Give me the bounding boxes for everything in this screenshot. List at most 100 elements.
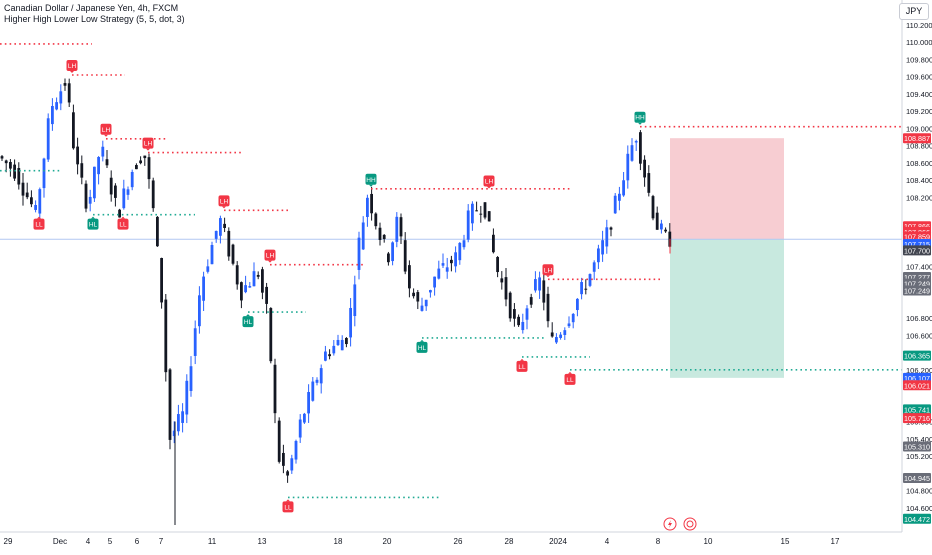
- candle-body: [630, 145, 634, 161]
- candle-body: [634, 141, 638, 143]
- price-tick-label: 104.600: [906, 504, 932, 513]
- candle: [164, 293, 168, 382]
- candle: [429, 289, 432, 298]
- pivot-label-pointer: [146, 148, 150, 151]
- candle-body: [475, 210, 478, 212]
- candle-body: [370, 193, 373, 214]
- pivot-label-box: [264, 249, 276, 261]
- candle-body: [261, 269, 264, 293]
- pivot-label-text: LH: [544, 267, 553, 274]
- candle: [391, 241, 394, 266]
- candle-body: [328, 354, 331, 357]
- event-markers-layer: [663, 517, 697, 531]
- candle: [366, 194, 369, 227]
- candle: [198, 286, 201, 334]
- candle-body: [534, 279, 537, 291]
- pivot-label-lh: LH: [483, 175, 495, 189]
- candle: [181, 403, 184, 433]
- candle-body: [80, 163, 84, 178]
- candle-body: [546, 293, 550, 322]
- candle-body: [420, 305, 424, 311]
- pivot-label-text: LH: [144, 141, 153, 148]
- candle: [651, 194, 655, 221]
- candle: [265, 282, 268, 314]
- candle: [17, 162, 21, 190]
- candle-body: [403, 240, 407, 272]
- candle: [101, 140, 105, 162]
- pivot-label-box: [242, 316, 254, 328]
- price-tag-text: 106.365: [904, 352, 930, 361]
- candle: [353, 275, 357, 327]
- candle: [370, 186, 373, 221]
- pivot-label-box: [66, 60, 78, 71]
- candle-body: [277, 420, 281, 462]
- price-tag-text: 107.866: [904, 222, 930, 231]
- currency-button[interactable]: JPY: [899, 3, 929, 20]
- time-tick-label: 18: [334, 537, 343, 546]
- candle-body: [382, 234, 386, 240]
- candle: [387, 251, 390, 266]
- candle-body: [559, 334, 562, 338]
- candle-body: [189, 366, 193, 391]
- pivot-label-pointer: [568, 371, 572, 374]
- time-tick-label: 6: [135, 537, 140, 546]
- candle-body: [332, 345, 336, 354]
- candle-body: [273, 364, 277, 414]
- candle: [655, 206, 659, 230]
- candle-body: [655, 212, 659, 230]
- candle-body: [542, 280, 546, 303]
- price-tick-label: 108.400: [906, 176, 932, 185]
- pivot-label-pointer: [268, 260, 272, 263]
- candle-body: [198, 295, 201, 327]
- candle: [282, 444, 285, 474]
- pivot-label-pointer: [121, 216, 125, 219]
- candle-body: [588, 274, 592, 286]
- price-tag-box: [903, 285, 931, 296]
- candle-body: [454, 252, 457, 267]
- candle-body: [294, 440, 298, 460]
- candle-body: [445, 267, 449, 272]
- pivot-label-box: [87, 218, 99, 230]
- price-tag-text: 107.715: [904, 240, 930, 249]
- candle-body: [298, 419, 302, 438]
- candle: [618, 186, 621, 211]
- candle: [395, 212, 399, 248]
- candle-body: [366, 197, 369, 217]
- take-profit-zone: [670, 239, 784, 378]
- pivot-label-hl: HL: [87, 216, 99, 230]
- price-tag: 105.716: [903, 413, 931, 424]
- candle-body: [441, 263, 445, 266]
- time-tick-label: 28: [505, 537, 514, 546]
- candle-body: [76, 146, 79, 165]
- candle: [30, 190, 33, 208]
- candle: [374, 212, 378, 230]
- candle-body: [416, 292, 420, 302]
- candle-body: [462, 240, 466, 248]
- candle: [647, 165, 651, 197]
- candle: [51, 98, 54, 131]
- pivot-label-text: LH: [68, 63, 77, 70]
- candle-body: [479, 213, 483, 215]
- candle: [315, 377, 319, 386]
- candle-body: [181, 411, 184, 423]
- candle: [139, 156, 142, 165]
- time-tick-label: 2024: [549, 537, 567, 546]
- candle: [244, 275, 247, 294]
- candle-body: [647, 173, 651, 193]
- candle: [219, 215, 222, 244]
- candle: [84, 180, 88, 213]
- candle-body: [97, 157, 100, 175]
- candle: [542, 272, 546, 311]
- candle: [261, 266, 264, 300]
- candle: [59, 84, 63, 111]
- candle-body: [206, 266, 210, 272]
- price-tick-label: 109.000: [906, 124, 932, 133]
- pivot-label-text: LH: [485, 179, 494, 186]
- candle-body: [122, 188, 126, 209]
- candle: [534, 271, 537, 293]
- pivot-label-text: HL: [89, 222, 98, 229]
- candle: [160, 257, 163, 309]
